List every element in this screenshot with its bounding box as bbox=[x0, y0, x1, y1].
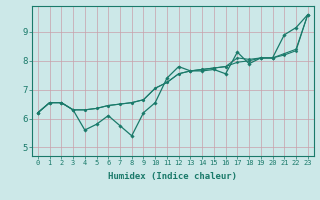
X-axis label: Humidex (Indice chaleur): Humidex (Indice chaleur) bbox=[108, 172, 237, 181]
